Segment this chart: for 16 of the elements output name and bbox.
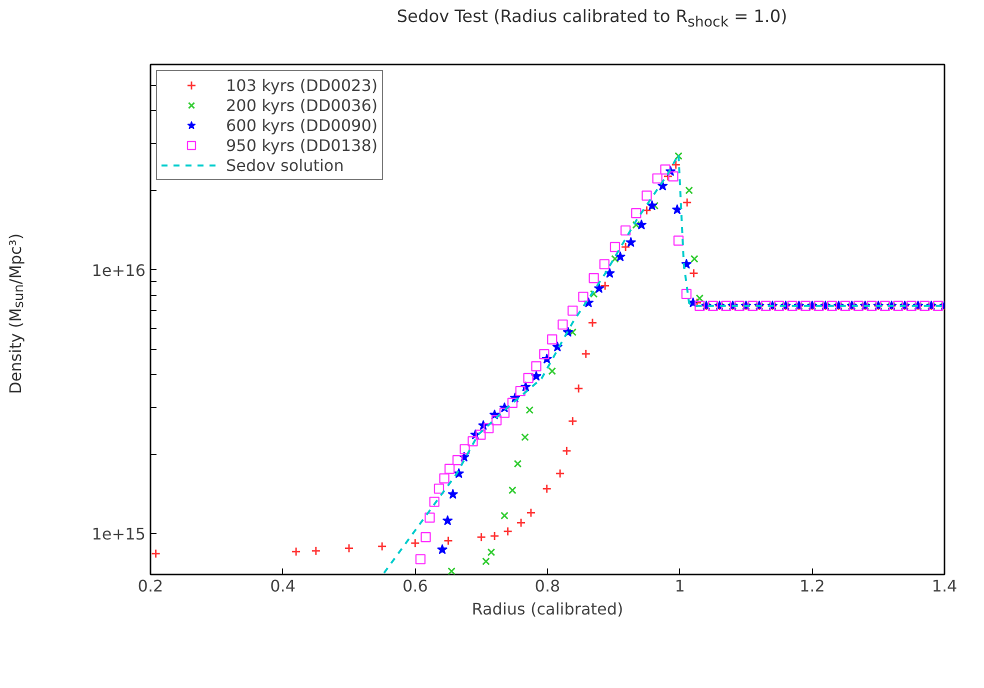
x-tick-label: 0.6 [402,576,428,596]
chart-title: Sedov Test (Radius calibrated to R$_{shock}$ = 1.0) [396,6,788,32]
x-axis-title: Radius (calibrated) [472,600,624,618]
y-tick-label: 1e+15 [92,524,146,544]
legend-label: 600 kyrs (DD0090) [226,116,378,134]
legend-label: Sedov solution [226,156,344,174]
x-tick-label: 0.4 [270,576,296,596]
x-tick-label: 0.2 [138,576,164,596]
x-tick-label: 1 [674,576,685,596]
x-tick-label: 1.4 [932,576,958,596]
legend-label: 103 kyrs (DD0023) [226,76,378,94]
legend-label: 950 kyrs (DD0138) [226,136,378,154]
x-tick-label: 0.8 [534,576,560,596]
legend-label: 200 kyrs (DD0036) [226,96,378,114]
x-tick-label: 1.2 [799,576,825,596]
y-tick-label: 1e+16 [92,260,146,280]
